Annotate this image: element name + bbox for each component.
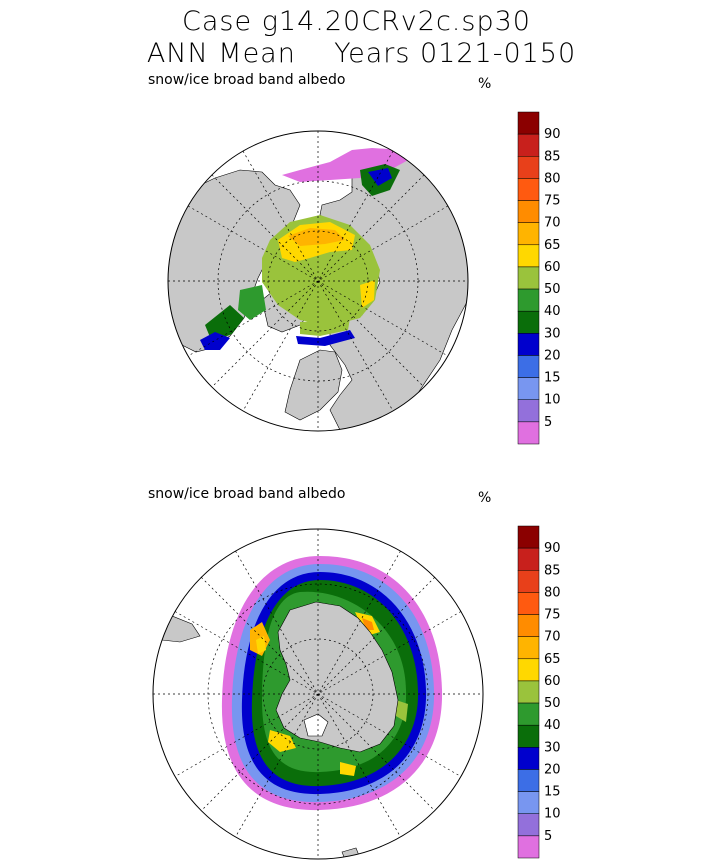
colorbar-north-tick-label: 30: [544, 326, 561, 341]
colorbar-north-swatch: [517, 333, 540, 356]
colorbar-south-swatch: [517, 791, 540, 814]
colorbar-north-swatch: [517, 399, 540, 423]
colorbar-south-tick-label: 80: [544, 585, 561, 600]
north-land-europe: [284, 349, 343, 421]
colorbar-north-tick-label: 60: [544, 260, 561, 275]
south-ice-patch-se: [340, 762, 356, 776]
north-ice-edge-pink: [282, 148, 412, 182]
colorbar-south-swatch: [517, 592, 540, 615]
colorbar-south-swatch: [517, 547, 540, 571]
colorbar-south-tick-label: 85: [544, 563, 561, 578]
south-land-antarctica: [275, 601, 399, 753]
colorbar-south-swatch: [517, 570, 540, 593]
south-ice-patch-east: [396, 700, 408, 722]
colorbar-north-swatch: [517, 222, 540, 246]
colorbar-north-tick-label: 40: [544, 304, 561, 319]
north-ice-barents: [300, 318, 350, 336]
colorbar-north: 90 85 80 75 70 65 60 50 40 30 20 15 10 5: [517, 111, 561, 445]
colorbar-south-tick-label: 40: [544, 718, 561, 733]
colorbar-south-swatch: [517, 525, 540, 549]
colorbar-north-swatch: [517, 200, 540, 223]
panel-label-south: snow/ice broad band albedo: [148, 486, 346, 502]
colorbar-north-swatch: [517, 266, 540, 290]
colorbar-south-tick-label: 30: [544, 740, 561, 755]
colorbar-north-tick-label: 90: [544, 127, 561, 142]
colorbar-north-swatch: [517, 111, 540, 135]
colorbar-north-tick-label: 50: [544, 282, 561, 297]
colorbar-north-tick-label: 10: [544, 393, 561, 408]
south-ice-shelf: [303, 713, 329, 737]
colorbar-south-swatch: [517, 813, 540, 837]
colorbar-north-swatch: [517, 178, 540, 201]
colorbar-south-tick-label: 70: [544, 630, 561, 645]
colorbar-north-tick-label: 5: [544, 415, 552, 430]
south-polar-map: [152, 528, 484, 860]
colorbar-south: 90 85 80 75 70 65 60 50 40 30 20 15 10 5: [517, 525, 561, 859]
colorbar-north-swatch: [517, 421, 540, 445]
colorbar-south-tick-label: 15: [544, 785, 561, 800]
colorbar-south-tick-label: 50: [544, 696, 561, 711]
north-polar-map: [167, 130, 469, 432]
colorbar-south-tick-label: 60: [544, 674, 561, 689]
panel-label-north: snow/ice broad band albedo: [148, 72, 346, 88]
colorbar-south-tick-label: 75: [544, 608, 561, 623]
colorbar-north-swatch: [517, 310, 540, 334]
north-ice-barents-blue: [296, 330, 355, 346]
unit-label-north: %: [478, 76, 492, 92]
colorbar-south-tick-label: 90: [544, 541, 561, 556]
unit-label-south: %: [478, 490, 492, 506]
colorbar-south-tick-label: 10: [544, 807, 561, 822]
colorbar-south-swatch: [517, 702, 540, 726]
colorbar-north-swatch: [517, 355, 540, 378]
case-title: Case g14.20CRv2c.sp30: [182, 6, 531, 37]
colorbar-south-tick-label: 65: [544, 652, 561, 667]
colorbar-south-swatch: [517, 724, 540, 748]
colorbar-south-tick-label: 20: [544, 762, 561, 777]
south-ice-patch-south: [268, 730, 296, 752]
colorbar-north-tick-label: 20: [544, 348, 561, 363]
colorbar-south-swatch: [517, 680, 540, 704]
colorbar-south-swatch: [517, 614, 540, 637]
colorbar-north-swatch: [517, 244, 540, 268]
colorbar-south-swatch: [517, 636, 540, 660]
north-ice-green-baffin: [238, 285, 266, 320]
colorbar-south-swatch: [517, 835, 540, 859]
colorbar-north-tick-label: 15: [544, 371, 561, 386]
colorbar-north-swatch: [517, 288, 540, 312]
colorbar-south-swatch: [517, 747, 540, 770]
colorbar-south-swatch: [517, 769, 540, 792]
colorbar-south-swatch: [517, 658, 540, 682]
colorbar-north-tick-label: 75: [544, 194, 561, 209]
colorbar-north-tick-label: 85: [544, 149, 561, 164]
period-title: ANN Mean Years 0121-0150: [146, 38, 577, 69]
colorbar-north-tick-label: 80: [544, 171, 561, 186]
north-ice-blue-bering: [368, 168, 392, 186]
colorbar-south-tick-label: 5: [544, 829, 552, 844]
colorbar-north-swatch: [517, 156, 540, 179]
south-ice-patch-west-yellow: [256, 636, 266, 654]
north-ice-orange: [288, 228, 345, 246]
colorbar-north-tick-label: 65: [544, 238, 561, 253]
colorbar-north-swatch: [517, 377, 540, 400]
colorbar-north-tick-label: 70: [544, 216, 561, 231]
colorbar-north-swatch: [517, 133, 540, 157]
